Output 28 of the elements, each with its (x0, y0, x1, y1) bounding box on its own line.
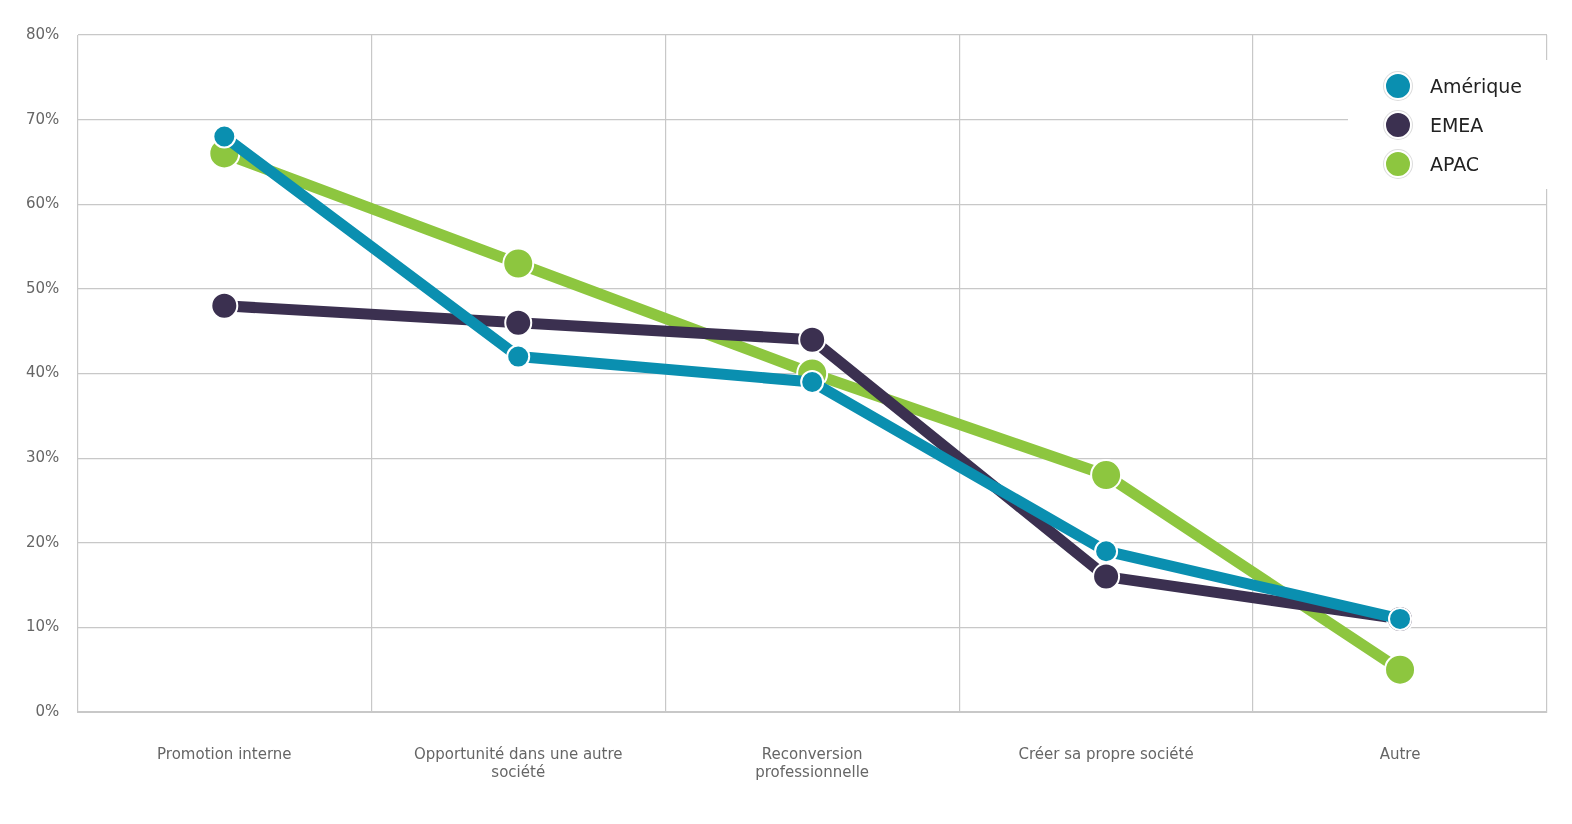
point (1384, 653, 1417, 686)
point (210, 291, 239, 320)
point (506, 344, 531, 369)
point (212, 124, 237, 149)
y-tick-label: 0% (35, 701, 60, 720)
x-tick-label: Promotion interne (157, 744, 292, 763)
x-tick-label: Opportunité dans une autre société (413, 744, 623, 781)
legend-label: APAC (1429, 152, 1480, 175)
y-tick-label: 50% (26, 278, 60, 297)
legend-label: EMEA (1429, 113, 1484, 136)
x-tick-label: Reconversion professionnelle (755, 744, 870, 781)
point (798, 325, 827, 354)
y-tick-label: 30% (26, 448, 60, 467)
y-tick-label: 80% (26, 24, 60, 43)
y-tick-label: 40% (26, 363, 60, 382)
y-tick-label: 10% (26, 617, 60, 636)
x-tick-label: Créer sa propre société (1018, 744, 1194, 763)
point (1094, 539, 1119, 564)
y-tick-label: 20% (26, 532, 60, 551)
legend-label: Amérique (1429, 74, 1522, 97)
point (1090, 459, 1123, 492)
x-tick-label: Autre (1379, 744, 1421, 763)
point (800, 369, 825, 394)
y-tick-label: 70% (26, 109, 60, 128)
point (502, 247, 535, 280)
point (504, 308, 533, 337)
y-tick-label: 60% (26, 194, 60, 213)
point (1092, 562, 1121, 591)
